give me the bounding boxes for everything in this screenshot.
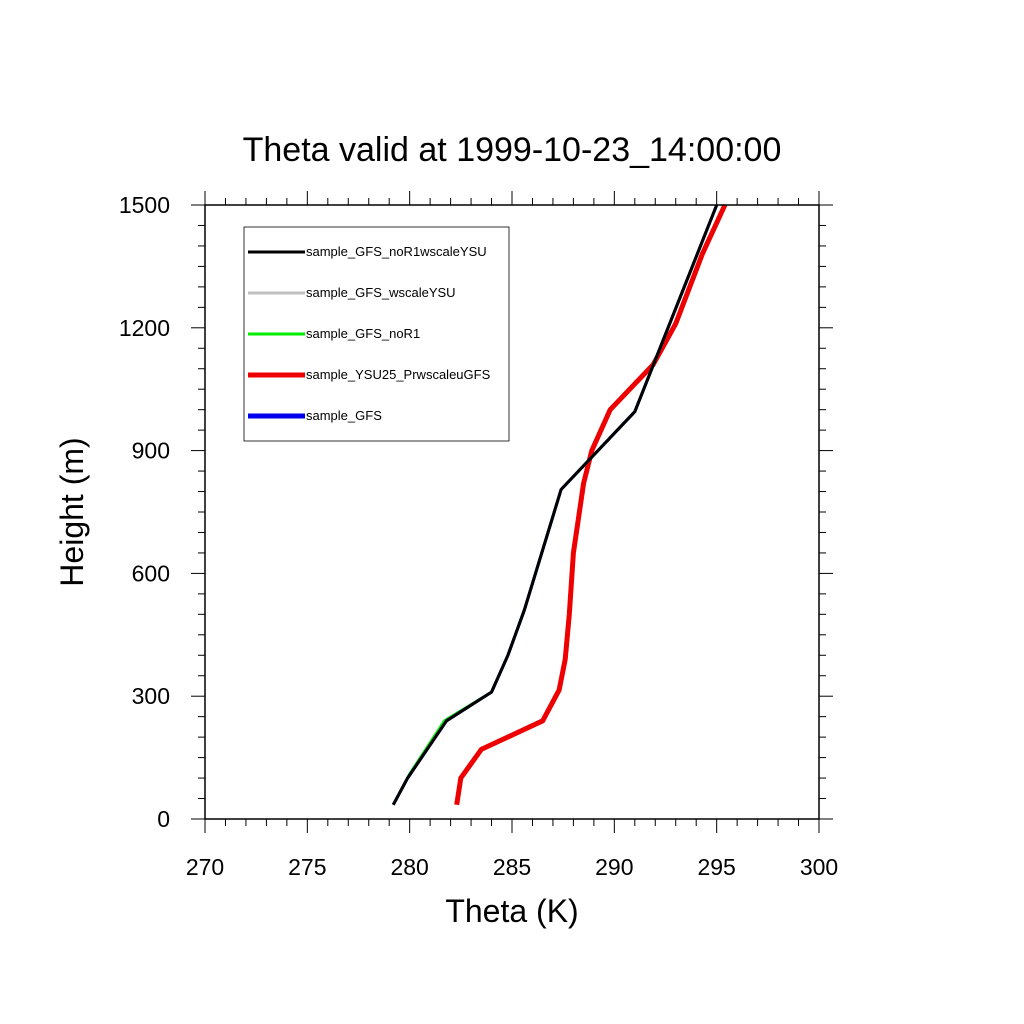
y-axis-label: Height (m) [54,437,90,586]
series-line-0 [391,204,719,806]
y-tick-label: 900 [132,438,170,464]
y-tick-label: 1200 [119,315,170,341]
series-layer [391,203,728,806]
x-tick-label: 270 [186,854,224,880]
legend-label: sample_YSU25_PrwscaleuGFS [306,367,491,382]
x-axis-label: Theta (K) [445,893,578,929]
x-tick-label: 295 [697,854,735,880]
legend-label: sample_GFS [306,408,382,423]
x-tick-label: 275 [288,854,326,880]
chart-title: Theta valid at 1999-10-23_14:00:00 [243,131,782,169]
y-tick-label: 1500 [119,192,170,218]
y-tick-label: 0 [157,806,170,832]
legend-label: sample_GFS_noR1wscaleYSU [306,244,487,259]
y-tick-label: 300 [132,683,170,709]
x-tick-label: 280 [390,854,428,880]
y-tick-label: 600 [132,560,170,586]
axes-layer: 270 275 280 285 290 295 300 0 300 600 900 1200 1500 [119,191,838,880]
legend-label: sample_GFS_noR1 [306,326,420,341]
series-line-3 [454,203,728,806]
legend: sample_GFS_noR1wscaleYSU sample_GFS_wscal… [243,226,510,442]
x-tick-label: 285 [493,854,531,880]
x-tick-label: 300 [800,854,838,880]
x-tick-label: 290 [595,854,633,880]
legend-label: sample_GFS_wscaleYSU [306,285,456,300]
